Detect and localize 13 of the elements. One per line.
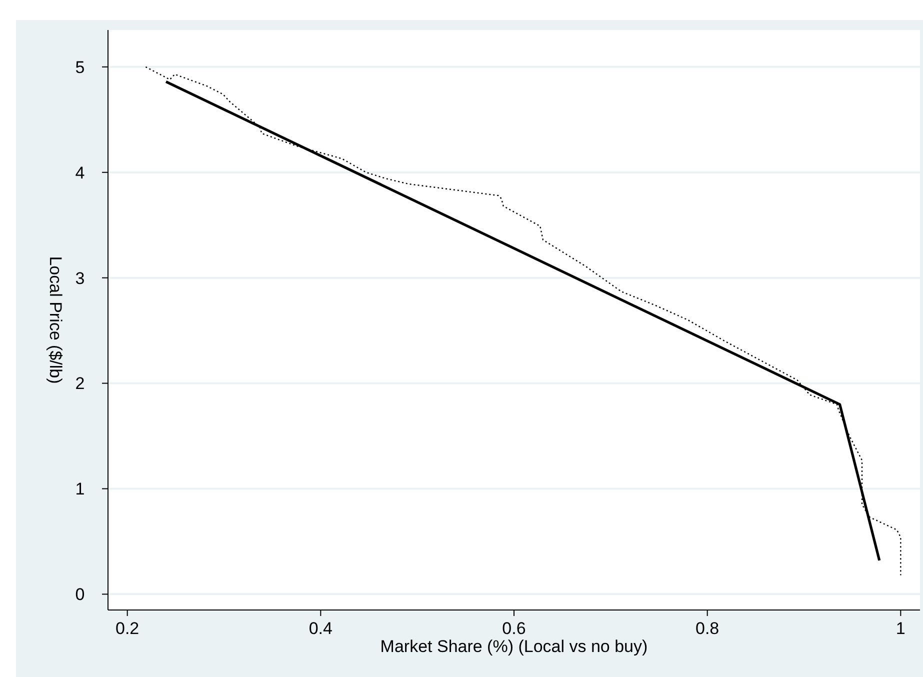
x-tick-label: 0.8 [696,619,720,638]
y-tick-label: 0 [75,585,85,604]
y-axis-title: Local Price ($/lb) [46,256,65,384]
x-axis-title: Market Share (%) (Local vs no buy) [380,637,648,656]
y-tick-label: 2 [75,374,85,394]
x-tick-label: 0.2 [116,619,140,638]
y-tick-label: 4 [75,163,85,182]
x-tick-label: 1 [896,619,906,638]
x-tick-label: 0.6 [502,619,526,638]
y-tick-label: 3 [75,268,85,288]
x-tick-label: 0.4 [308,619,332,638]
y-tick-label: 5 [75,58,85,77]
y-tick-label: 1 [75,480,85,499]
